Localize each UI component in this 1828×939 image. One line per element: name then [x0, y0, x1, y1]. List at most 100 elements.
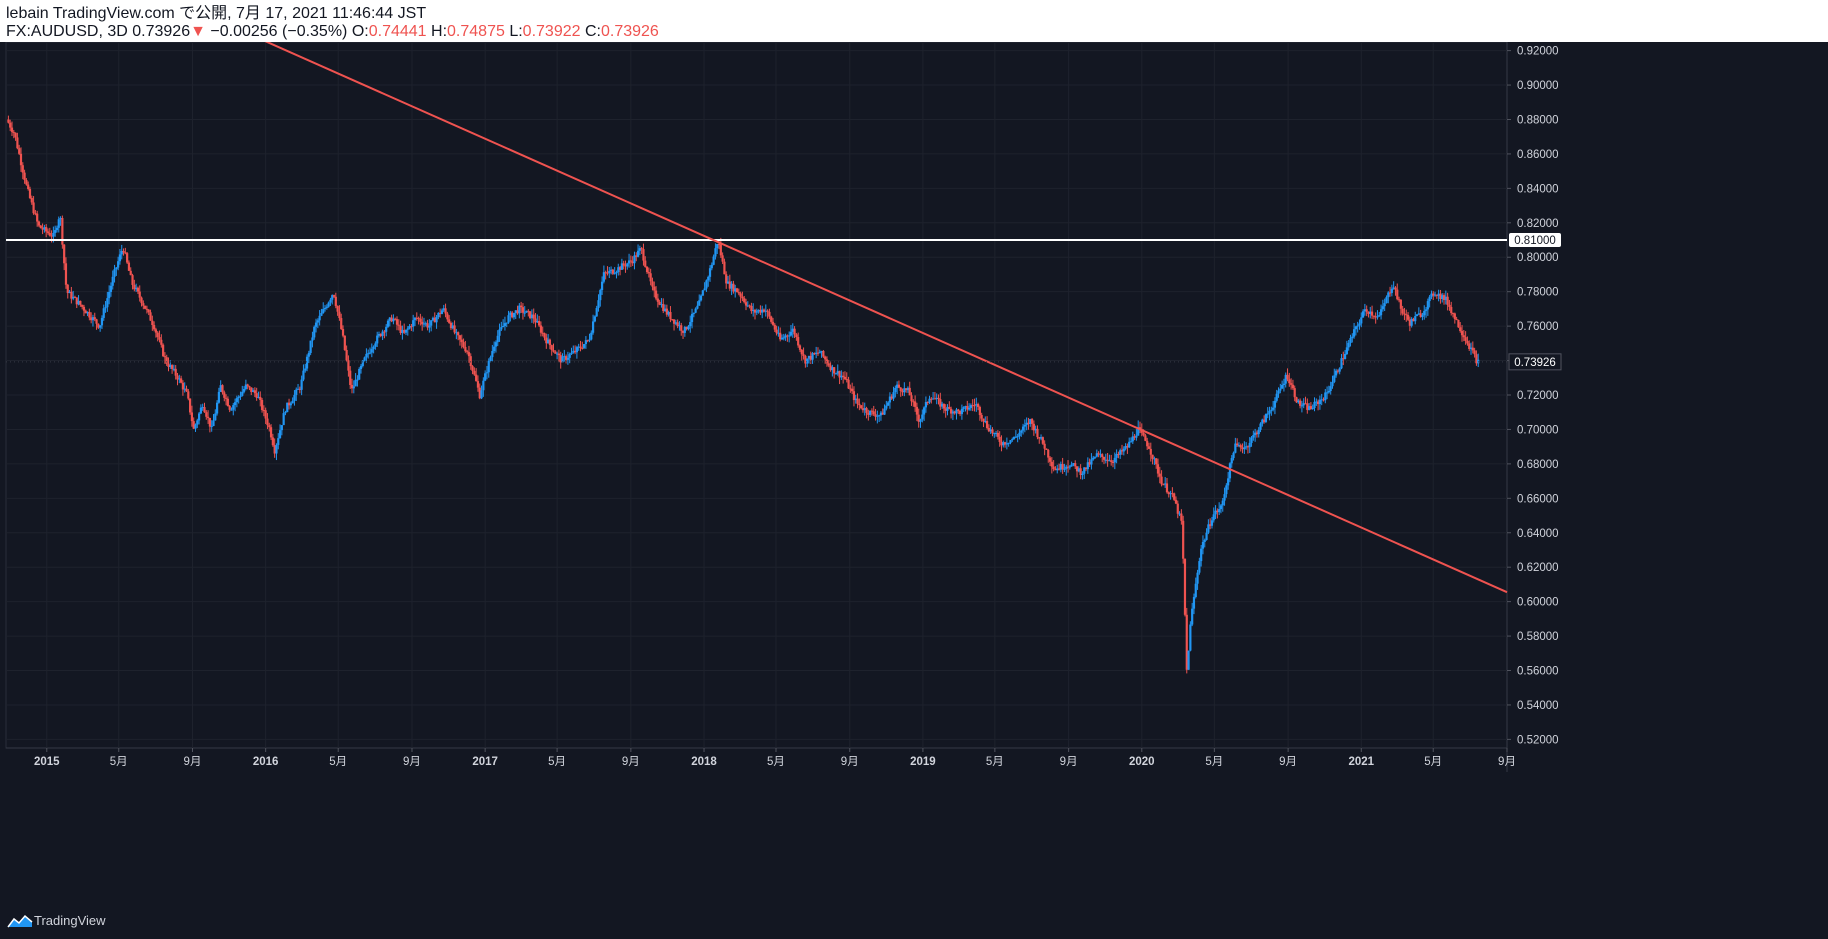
candle-body	[1187, 650, 1190, 670]
candle-body	[854, 398, 857, 401]
candle-body	[232, 405, 235, 410]
candle-body	[1343, 354, 1347, 359]
candle-body	[1378, 315, 1381, 317]
candle-body	[1036, 428, 1039, 438]
candle-body	[167, 363, 170, 368]
candle-body	[852, 391, 856, 401]
candle-body	[1185, 614, 1188, 670]
candle-body	[1345, 347, 1348, 355]
candle-body	[176, 375, 179, 380]
candle-body	[1433, 294, 1437, 296]
candle-body	[1379, 309, 1383, 316]
candle-body	[728, 281, 731, 289]
candle-body	[856, 398, 859, 404]
y-tick-label: 0.88000	[1517, 114, 1559, 126]
candle-body	[1318, 399, 1321, 405]
y-tick-label: 0.56000	[1517, 666, 1559, 678]
candle-body	[1394, 287, 1397, 290]
candle-body	[753, 309, 757, 313]
last-price: 0.73926	[132, 23, 191, 40]
candle-body	[1397, 299, 1401, 301]
candle-body	[1358, 323, 1361, 326]
candle-body	[476, 381, 480, 388]
x-tick-label: 5月	[767, 756, 785, 768]
y-tick-label: 0.80000	[1517, 252, 1559, 264]
candle-body	[323, 307, 327, 310]
candle-body	[1259, 423, 1262, 430]
candle-body	[372, 346, 375, 350]
candle-body	[775, 329, 778, 334]
tradingview-logo-icon	[7, 914, 33, 928]
candle-body	[422, 323, 426, 325]
candle-body	[800, 349, 803, 355]
candle-body	[251, 390, 255, 392]
candle-body	[838, 371, 841, 378]
candle-body	[487, 360, 490, 373]
candle-body	[1246, 446, 1250, 448]
candle-body	[158, 337, 161, 340]
candle-body	[1077, 468, 1080, 472]
candle-body	[960, 408, 963, 415]
candle-body	[1212, 514, 1215, 521]
candle-body	[426, 323, 429, 328]
candle-body	[732, 283, 735, 292]
candle-body	[869, 410, 872, 415]
candle-body	[223, 392, 226, 398]
candle-body	[644, 260, 647, 267]
candle-body	[55, 227, 59, 231]
candle-body	[471, 366, 474, 371]
candle-body	[1275, 393, 1278, 401]
candle-body	[208, 417, 211, 427]
candle-body	[750, 305, 753, 312]
candle-body	[449, 322, 453, 329]
candle-body	[613, 273, 616, 275]
candle-body	[1273, 400, 1277, 408]
candle-body	[739, 293, 742, 297]
candle-body	[1250, 437, 1253, 443]
candle-body	[1088, 462, 1091, 465]
candle-body	[280, 425, 283, 431]
candle-body	[226, 398, 229, 407]
candlestick-chart[interactable]: 0.92000 0.90000 0.88000 0.86000 0.84000 0.820…	[0, 42, 1828, 901]
candle-body	[671, 319, 674, 321]
candle-body	[1207, 524, 1210, 533]
candle-body	[73, 296, 77, 298]
candle-body	[64, 263, 68, 285]
candle-body	[534, 318, 537, 323]
candle-body	[129, 270, 132, 276]
candle-body	[291, 400, 294, 404]
candle-body	[672, 319, 676, 324]
candle-body	[1117, 453, 1120, 455]
candle-body	[833, 367, 836, 374]
candle-body	[600, 281, 604, 291]
candle-body	[475, 374, 478, 382]
candle-body	[755, 311, 758, 313]
candle-body	[1133, 436, 1136, 438]
candle-body	[1216, 510, 1219, 513]
candle-body	[1081, 473, 1084, 476]
candle-body	[66, 284, 69, 294]
candle-body	[1113, 457, 1116, 463]
candle-body	[949, 408, 953, 414]
candle-body	[401, 329, 404, 333]
candle-body	[397, 324, 400, 326]
candle-body	[834, 373, 838, 375]
candle-body	[525, 310, 528, 313]
candle-body	[1191, 608, 1194, 625]
candle-body	[881, 412, 884, 415]
candle-body	[430, 320, 433, 326]
candle-body	[969, 405, 972, 408]
candle-body	[620, 263, 623, 270]
candle-body	[417, 317, 420, 319]
candle-body	[811, 353, 814, 360]
candle-body	[735, 288, 739, 293]
candle-body	[989, 429, 992, 432]
candle-body	[10, 127, 14, 132]
candle-body	[493, 346, 496, 352]
candle-body	[1014, 436, 1017, 438]
candle-body	[1300, 405, 1304, 407]
candle-body	[1182, 520, 1185, 559]
candle-body	[538, 321, 541, 326]
candle-body	[361, 360, 364, 366]
candle-body	[145, 308, 149, 310]
